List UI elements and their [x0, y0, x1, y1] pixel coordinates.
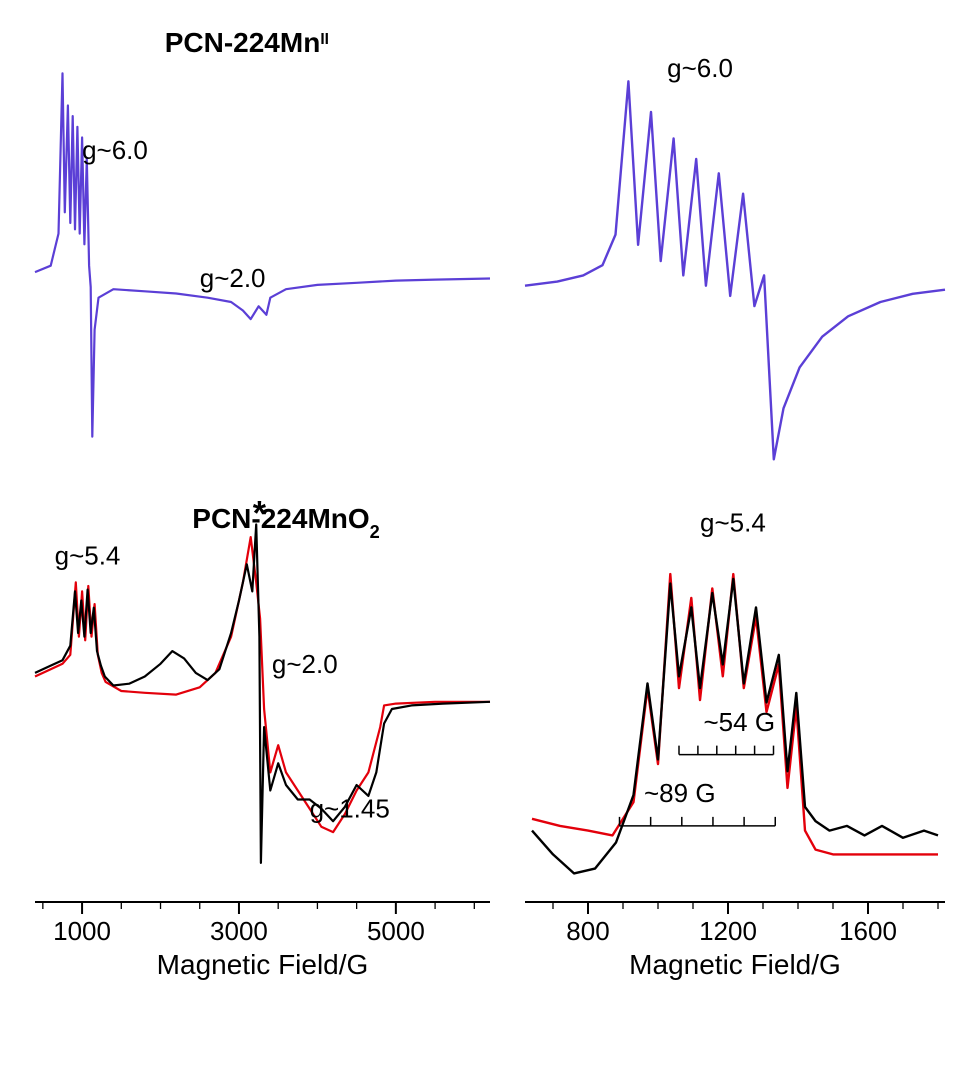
figure-svg: PCN-224MnII g~6.0 g~2.0 g~6.0 PCN-224MnO2* g~…	[0, 0, 978, 1089]
ann-tr-0: g~6.0	[667, 53, 733, 83]
panel-tr: g~6.0	[525, 53, 945, 459]
xtick-label: 1600	[839, 916, 897, 946]
ann-tl-0: g~6.0	[82, 135, 148, 165]
ann-bl-0: g~5.4	[55, 540, 121, 570]
xtick-label: 3000	[210, 916, 268, 946]
xtick-label: 1000	[53, 916, 111, 946]
ann-br-1: ~54 G	[704, 707, 776, 737]
panel-tl: PCN-224MnII g~6.0 g~2.0	[35, 27, 490, 437]
series-tl-0	[35, 73, 490, 436]
x-axis-label-br: Magnetic Field/G	[629, 949, 841, 980]
series-tr-0	[525, 81, 945, 459]
ann-bl-1: g~2.0	[272, 649, 338, 679]
ann-br-2: ~89 G	[644, 778, 716, 808]
panel-title-tl: PCN-224MnII	[165, 27, 329, 58]
xtick-label: 5000	[367, 916, 425, 946]
ruler1	[679, 746, 774, 755]
panel-bl: PCN-224MnO2* g~5.4 g~2.0 g~1.45 1000 3000 5000…	[35, 494, 490, 980]
xtick-label: 1200	[699, 916, 757, 946]
panel-title-bl: PCN-224MnO2	[192, 503, 380, 542]
ann-br-0: g~5.4	[700, 507, 766, 537]
ann-bl-2: g~1.45	[310, 794, 390, 824]
panel-br: g~5.4 ~54 G ~89 G 800 1200 1600Magnetic Field…	[525, 507, 945, 980]
ruler2	[620, 817, 776, 826]
x-axis-label-bl: Magnetic Field/G	[157, 949, 369, 980]
xtick-label: 800	[566, 916, 609, 946]
figure-root: { "canvas": { "w": 978, "h": 1089, "bg":…	[0, 0, 978, 1089]
star-marker: *	[253, 494, 267, 532]
ann-tl-1: g~2.0	[200, 263, 266, 293]
